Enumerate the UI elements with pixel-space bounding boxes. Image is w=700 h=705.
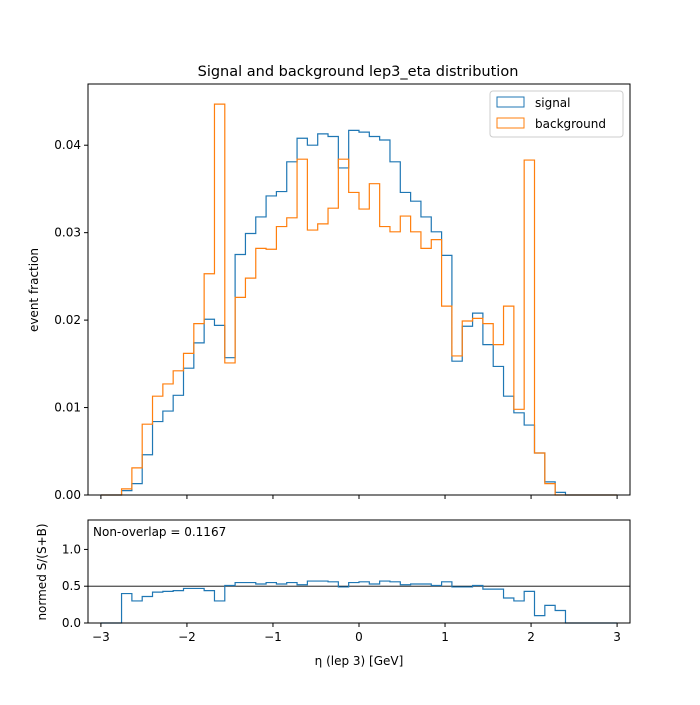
legend-box (489, 90, 624, 138)
ratio-series (100, 580, 618, 624)
ratio-xtick-label: 0 (355, 630, 363, 644)
ratio-y-axis: 0.0 0.5 1.0 (62, 542, 88, 630)
main-x-axis (100, 495, 618, 499)
main-ytick-label: 0.00 (54, 488, 81, 502)
legend-background-swatch (496, 117, 525, 129)
ratio-xtick-label: 1 (441, 630, 449, 644)
main-ytick-label: 0.01 (54, 401, 81, 415)
ratio-xtick-label: −2 (178, 630, 196, 644)
main-ytick-label: 0.04 (54, 138, 81, 152)
main-plot-area (88, 84, 630, 495)
main-y-axis-label: event fraction (27, 248, 41, 332)
series-background (100, 103, 618, 496)
main-plot-frame (87, 83, 631, 496)
legend-signal-swatch (496, 96, 525, 108)
chart-title: Signal and background lep3_eta distribut… (198, 64, 519, 80)
ratio-xtick-label: 3 (613, 630, 621, 644)
ratio-xtick-label: −3 (92, 630, 110, 644)
legend-signal-label: signal (535, 96, 571, 110)
ratio-xtick-label: −1 (264, 630, 282, 644)
ratio-histogram-line (100, 580, 618, 624)
ratio-x-axis-label: η (lep 3) [GeV] (315, 654, 404, 668)
ratio-plot-frame (87, 519, 631, 624)
legend-background-label: background (535, 117, 606, 131)
ratio-ytick-label: 0.0 (62, 616, 81, 630)
ratio-y-axis-label: normed S/(S+B) (35, 523, 49, 620)
legend: signal background (489, 90, 624, 138)
ratio-ytick-label: 0.5 (62, 579, 81, 593)
main-y-axis: 0.00 0.01 0.02 0.03 0.04 (54, 138, 88, 502)
ratio-series-group (88, 580, 630, 624)
main-ytick-label: 0.02 (54, 313, 81, 327)
ratio-plot-area (88, 520, 630, 623)
main-series-group (100, 103, 618, 496)
main-ytick-label: 0.03 (54, 226, 81, 240)
non-overlap-annotation: Non-overlap = 0.1167 (93, 525, 226, 539)
ratio-x-axis: −3 −2 −1 0 1 2 3 (92, 623, 621, 644)
background-histogram-line (100, 103, 618, 496)
ratio-ytick-label: 1.0 (62, 542, 81, 556)
ratio-xtick-label: 2 (527, 630, 535, 644)
